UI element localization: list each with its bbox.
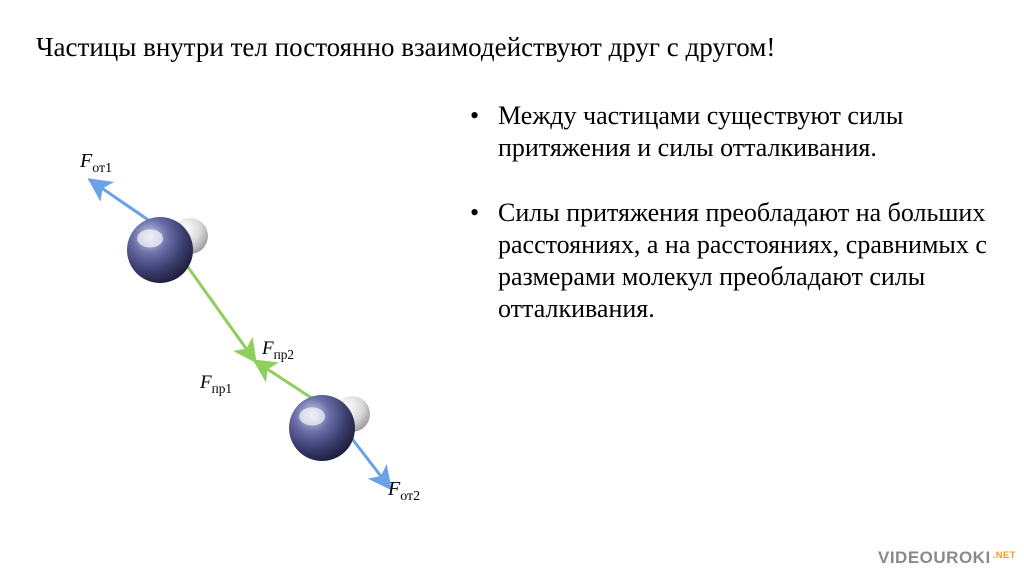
label-f-ot1: Fот1 bbox=[80, 150, 112, 177]
diagram-svg bbox=[30, 80, 450, 500]
slide-title: Частицы внутри тел постоянно взаимодейст… bbox=[36, 32, 775, 63]
label-f-pr1: Fпр1 bbox=[200, 372, 232, 397]
label-f-pr2: Fпр2 bbox=[262, 338, 294, 363]
molecule-1 bbox=[127, 217, 208, 283]
watermark-text: VIDEOUROKI bbox=[878, 548, 991, 567]
bullet-item: •Между частицами существуют силы притяже… bbox=[470, 100, 990, 163]
molecule-2 bbox=[289, 395, 370, 461]
bullet-dot: • bbox=[470, 197, 498, 229]
bullet-dot: • bbox=[470, 100, 498, 132]
slide: Частицы внутри тел постоянно взаимодейст… bbox=[0, 0, 1024, 574]
watermark: VIDEOUROKI.NET bbox=[878, 548, 1014, 568]
watermark-net: .NET bbox=[993, 550, 1016, 560]
bullet-item: •Силы притяжения преобладают на больших … bbox=[470, 197, 990, 324]
bullet-text: Между частицами существуют силы притяжен… bbox=[498, 100, 990, 163]
force-diagram: Fот1Fпр1Fпр2Fот2 bbox=[30, 80, 450, 500]
label-f-ot2: Fот2 bbox=[388, 478, 420, 505]
bullet-text: Силы притяжения преобладают на больших р… bbox=[498, 197, 990, 324]
bullet-list: •Между частицами существуют силы притяже… bbox=[470, 100, 990, 324]
